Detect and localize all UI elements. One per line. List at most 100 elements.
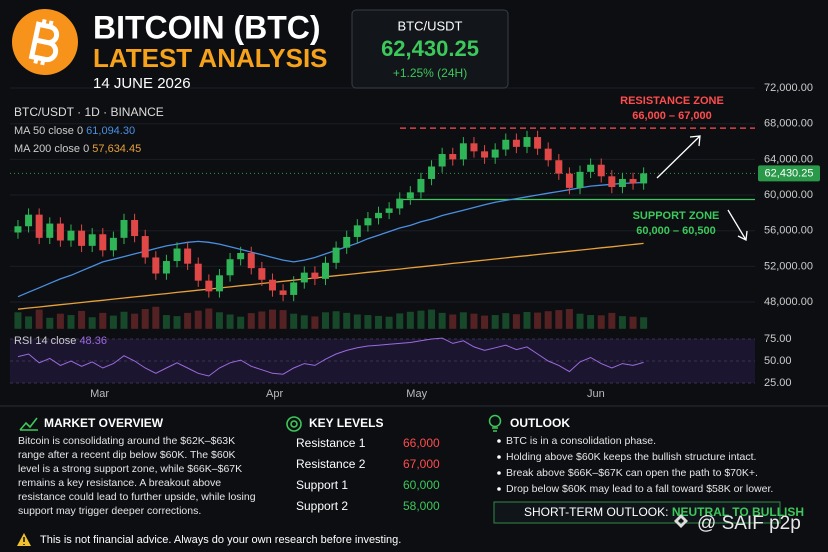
rsi-tick-label: 50.00 (764, 355, 792, 367)
y-tick-label: 52,000.00 (764, 260, 813, 272)
candle-body (597, 164, 605, 177)
candle-body (67, 230, 75, 241)
volume-bar (131, 313, 139, 329)
volume-bar (343, 312, 351, 329)
candle-body (35, 214, 43, 238)
volume-bar (396, 313, 404, 329)
last-price-tag (758, 165, 820, 182)
volume-bar (512, 314, 520, 329)
candle-body (109, 237, 117, 251)
candle-body (46, 223, 54, 238)
candle-body (512, 139, 520, 147)
volume-bar (247, 313, 255, 329)
candle-body (576, 171, 584, 188)
volume-bar (99, 312, 107, 329)
volume-bar (35, 309, 43, 329)
rsi-tick-label: 75.00 (764, 333, 792, 345)
volume-bar (194, 310, 202, 329)
outlook-bullet: BTC is in a consolidation phase. (506, 435, 656, 447)
volume-bar (173, 316, 181, 329)
candle-body (523, 137, 531, 147)
volume-bar (502, 313, 510, 329)
section-title: MARKET OVERVIEW (44, 416, 164, 430)
candle-body (152, 257, 160, 274)
y-tick-label: 68,000.00 (764, 118, 813, 130)
outlook-bullets: BTC is in a consolidation phase. Holding … (497, 435, 773, 495)
volume-bar (88, 317, 96, 329)
legend-name: MA 200 close 0 (14, 143, 89, 155)
y-tick-label: 56,000.00 (764, 225, 813, 237)
volume-bar (321, 312, 329, 329)
volume-bar (459, 312, 467, 329)
volume-bar (268, 309, 276, 329)
candle-body (343, 236, 351, 248)
volume-bar (46, 317, 54, 329)
legend-value: 57,634.45 (92, 143, 141, 155)
overview-line: level is a strong support zone, while $6… (18, 463, 242, 475)
bullet-dot (497, 439, 501, 443)
candle-body (385, 208, 393, 213)
candle-body (78, 230, 86, 246)
candle-body (438, 154, 446, 167)
volume-bar (587, 315, 595, 329)
candle-body (332, 247, 340, 263)
candle-body (162, 261, 170, 274)
volume-bar (152, 306, 160, 329)
volume-bar (279, 310, 287, 329)
candle-body (406, 192, 414, 199)
candle-body (608, 176, 616, 188)
volume-bar (385, 316, 393, 329)
x-tick-label: Apr (266, 388, 283, 400)
y-tick-label: 60,000.00 (764, 189, 813, 201)
volume-bar (618, 316, 626, 329)
candle-body (534, 137, 542, 149)
candle-body (470, 143, 478, 152)
candle-body (184, 248, 192, 264)
volume-bar (290, 313, 298, 329)
date: 14 JUNE 2026 (93, 75, 191, 92)
volume-bar (481, 315, 489, 329)
ticker-change: +1.25% (24H) (393, 66, 467, 80)
volume-bar (226, 314, 234, 329)
volume-bar (184, 312, 192, 329)
outlook-box (493, 501, 781, 524)
candle-body (300, 272, 308, 283)
volume-bar (470, 313, 478, 329)
candle-body (99, 234, 107, 251)
rsi-line (17, 337, 644, 377)
level-value: 58,000 (403, 499, 440, 513)
volume-bar (162, 315, 170, 329)
last-price-label: 62,430.25 (765, 167, 814, 179)
candle-body (364, 218, 372, 226)
volume-bar (375, 315, 383, 329)
candle-body (268, 279, 276, 291)
rsi-tick-label: 25.00 (764, 377, 792, 389)
candle-body (481, 151, 489, 158)
x-tick-label: Jun (587, 388, 605, 400)
candle-body (226, 259, 234, 276)
level-label: Support 2 (296, 499, 348, 513)
section-title: OUTLOOK (510, 416, 570, 430)
candle-body (279, 290, 287, 295)
candle-body (555, 160, 563, 174)
outlook-bullet: Drop below $60K may lead to a fall towar… (506, 483, 773, 495)
candle-body (502, 139, 510, 150)
rsi-name: RSI 14 close (14, 335, 76, 347)
overview-line: support may trigger deeper corrections. (18, 505, 201, 517)
candle-body (173, 248, 181, 262)
level-label: Resistance 1 (296, 436, 366, 450)
overview-line: resistance could lead to further upside,… (18, 491, 256, 503)
level-label: Support 1 (296, 478, 348, 492)
volume-bar (608, 312, 616, 329)
candle-body (56, 223, 64, 241)
outlook-bullet: Break above $66K–$67K can open the path … (506, 467, 758, 479)
candle-body (14, 226, 22, 233)
volume-bar (449, 314, 457, 329)
instrument: BTC/USDT · 1D · BINANCE (14, 105, 164, 119)
volume-bar (215, 312, 223, 329)
candle-body (396, 198, 404, 209)
bullet-dot (497, 455, 501, 459)
candle-body (640, 173, 648, 184)
